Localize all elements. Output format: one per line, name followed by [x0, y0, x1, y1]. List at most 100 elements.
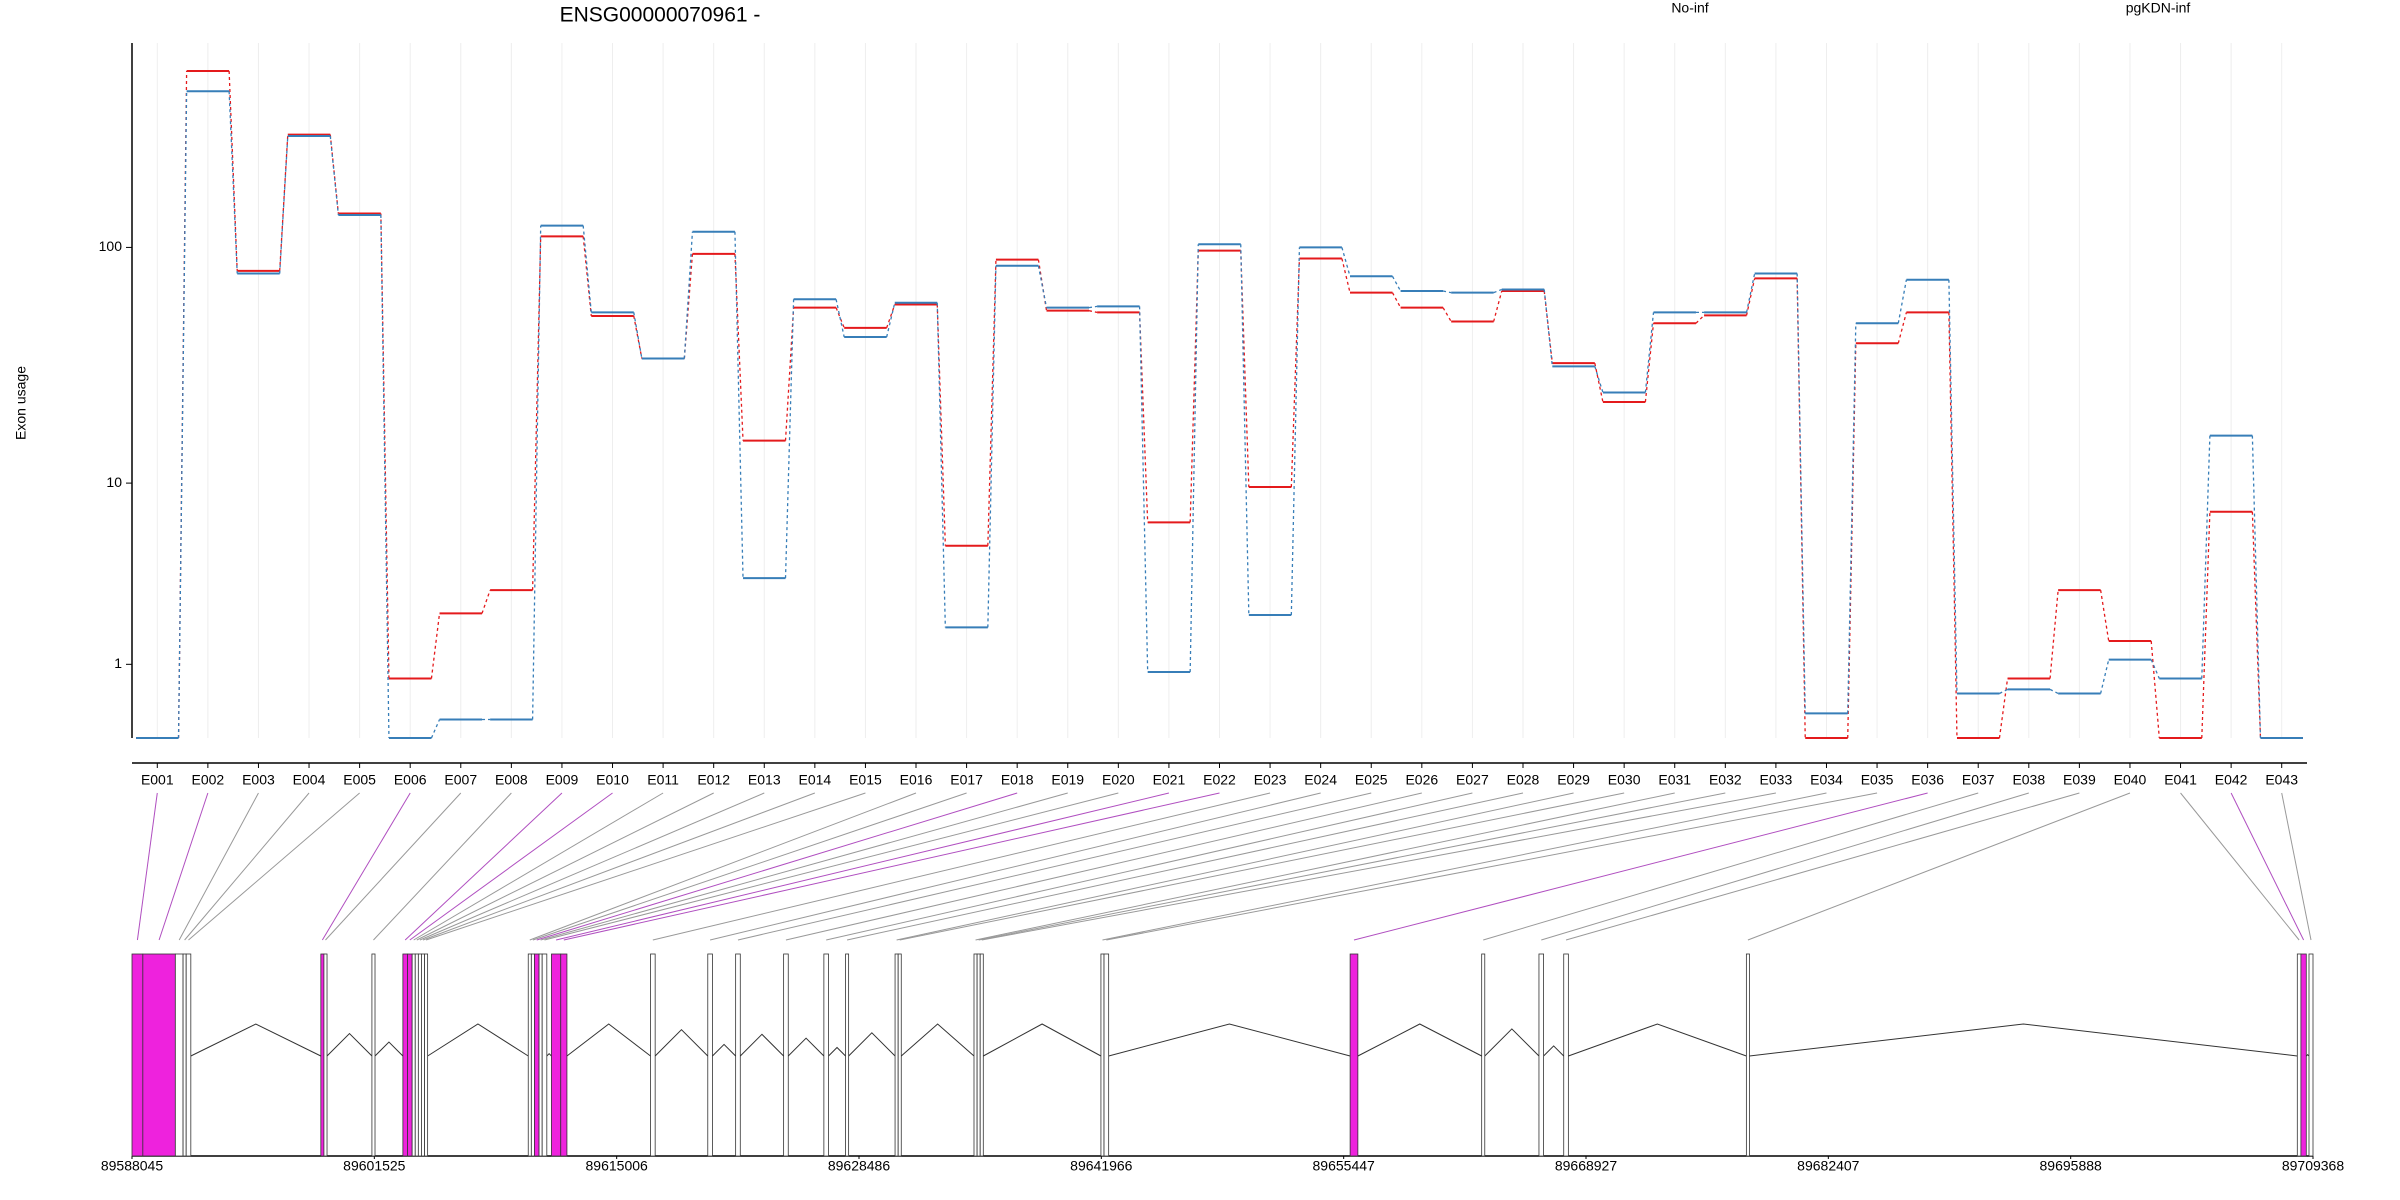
legend-label: pgKDN-inf [2126, 0, 2191, 16]
step-connector [1240, 250, 1250, 488]
x-tick-label: E008 [495, 772, 528, 788]
intron [828, 1046, 846, 1057]
exon-link [1541, 792, 2029, 941]
step-connector [380, 214, 390, 739]
intron [848, 1032, 896, 1057]
exon [417, 953, 422, 1157]
step-connector [2251, 511, 2262, 739]
exon [541, 953, 548, 1157]
step-connector [279, 134, 289, 271]
exon [897, 953, 902, 1157]
exon [142, 953, 176, 1157]
step-connector [2099, 590, 2110, 642]
step-connector [936, 302, 946, 628]
intron [739, 1033, 784, 1057]
genome-tick-label: 89588045 [101, 1158, 164, 1174]
exon [174, 953, 184, 1157]
exon-link [1483, 792, 1979, 941]
x-tick-label: E024 [1304, 772, 1337, 788]
intron [326, 1032, 373, 1057]
x-tick-label: E023 [1254, 772, 1287, 788]
step-connector [1847, 323, 1857, 714]
exon-link [544, 792, 1119, 941]
exon-link [416, 792, 714, 941]
step-connector [1493, 290, 1503, 322]
exon [538, 953, 543, 1157]
step-connector [2099, 659, 2110, 694]
exon [323, 953, 328, 1157]
x-tick-label: E029 [1557, 772, 1590, 788]
exon-link [321, 792, 411, 941]
exon-link [184, 792, 310, 941]
exon-link [325, 792, 462, 941]
x-tick-label: E039 [2063, 772, 2096, 788]
exon [1538, 953, 1544, 1157]
step-connector [1493, 288, 1502, 294]
step-connector [1391, 275, 1402, 292]
x-tick-label: E014 [798, 772, 831, 788]
exon [371, 953, 376, 1157]
step-connector [1240, 244, 1250, 616]
step-connector [886, 304, 896, 329]
exon-link [1102, 792, 1827, 941]
exon [131, 953, 144, 1157]
exon [527, 953, 532, 1157]
x-tick-label: E042 [2215, 772, 2248, 788]
x-tick-label: E032 [1709, 772, 1742, 788]
exon [976, 953, 981, 1157]
exon [320, 953, 325, 1157]
x-tick-label: E021 [1153, 772, 1186, 788]
step-connector [582, 225, 592, 313]
exon [551, 953, 562, 1157]
step-connector [835, 299, 845, 338]
exon-link [178, 792, 259, 941]
step-connector [734, 253, 744, 441]
exon-link [1565, 792, 2080, 941]
intron [374, 1041, 404, 1057]
exon-link [136, 792, 158, 941]
step-connector [1847, 343, 1857, 739]
y-tick-label: 10 [106, 474, 122, 490]
x-tick-label: E036 [1911, 772, 1944, 788]
intron [546, 1052, 552, 1057]
x-tick-label: E016 [900, 772, 933, 788]
step-connector [531, 225, 542, 720]
x-tick-label: E020 [1102, 772, 1135, 788]
step-connector [1088, 305, 1098, 309]
exon-link [563, 792, 1220, 941]
step-connector [1341, 247, 1351, 277]
step-connector [1442, 290, 1452, 294]
exon [560, 953, 568, 1157]
x-tick-label: E013 [748, 772, 781, 788]
x-tick-label: E005 [343, 772, 376, 788]
intron [1484, 1028, 1540, 1057]
exon [1103, 953, 1110, 1157]
step-connector [279, 135, 289, 274]
x-tick-label: E011 [647, 772, 679, 788]
intron [1568, 1023, 1747, 1057]
x-tick-label: E003 [242, 772, 275, 788]
step-connector [1998, 678, 2009, 739]
x-tick-label: E009 [546, 772, 579, 788]
genome-tick-label: 89655447 [1313, 1158, 1376, 1174]
step-connector [1594, 366, 1604, 393]
exon-link [1747, 792, 2131, 941]
x-tick-label: E031 [1658, 772, 1691, 788]
step-connector [2049, 688, 2059, 695]
genome-tick-label: 89695888 [2040, 1158, 2103, 1174]
x-tick-label: E026 [1405, 772, 1438, 788]
x-tick-label: E038 [2012, 772, 2045, 788]
step-connector [329, 134, 340, 214]
x-tick-label: E007 [444, 772, 477, 788]
step-connector [1138, 306, 1149, 673]
step-connector [430, 719, 441, 739]
x-tick-label: E028 [1507, 772, 1540, 788]
step-connector [1999, 688, 2008, 695]
exon-link [826, 792, 1473, 941]
exon-link [1353, 792, 1928, 941]
exon [1100, 953, 1105, 1157]
exon-link [536, 792, 1018, 941]
step-connector [784, 307, 795, 441]
genome-tick-label: 89628486 [828, 1158, 891, 1174]
